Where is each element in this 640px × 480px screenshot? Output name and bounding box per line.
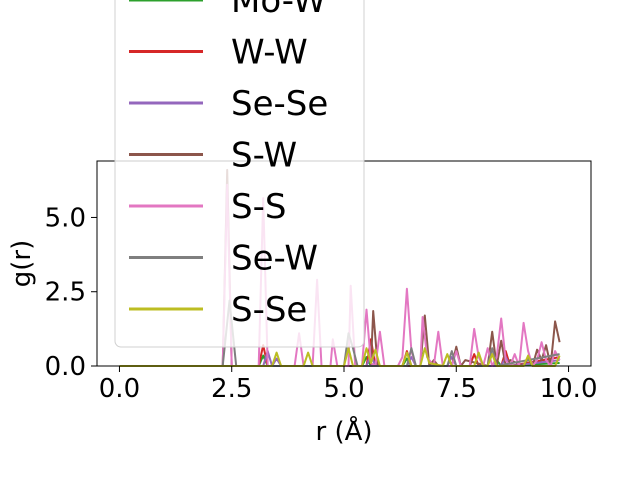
y-tick-label: 0.0 bbox=[45, 352, 86, 382]
legend-label: S-W bbox=[231, 136, 297, 176]
legend-label: Mo-W bbox=[231, 0, 326, 21]
x-axis-label: r (Å) bbox=[315, 415, 372, 447]
x-tick-label: 0.0 bbox=[99, 374, 140, 404]
legend: Mo-W W-W Se-Se S-W S-S Se-W S-Se bbox=[114, 0, 365, 348]
legend-label: Se-W bbox=[231, 239, 318, 279]
x-axis: 0.0 2.5 5.0 7.5 10.0 bbox=[99, 366, 598, 404]
legend-label: Se-Se bbox=[231, 84, 328, 124]
y-tick-label: 5.0 bbox=[45, 203, 86, 233]
x-tick-label: 2.5 bbox=[211, 374, 252, 404]
y-tick-label: 2.5 bbox=[45, 278, 86, 308]
legend-label: S-Se bbox=[231, 290, 307, 330]
x-tick-label: 10.0 bbox=[540, 374, 598, 404]
x-tick-label: 5.0 bbox=[323, 374, 364, 404]
legend-frame bbox=[114, 0, 365, 348]
legend-label: W-W bbox=[231, 33, 308, 73]
x-tick-label: 7.5 bbox=[436, 374, 477, 404]
y-axis: 0.0 2.5 5.0 bbox=[45, 203, 97, 382]
y-axis-label: g(r) bbox=[7, 240, 37, 287]
legend-label: S-S bbox=[231, 187, 286, 227]
